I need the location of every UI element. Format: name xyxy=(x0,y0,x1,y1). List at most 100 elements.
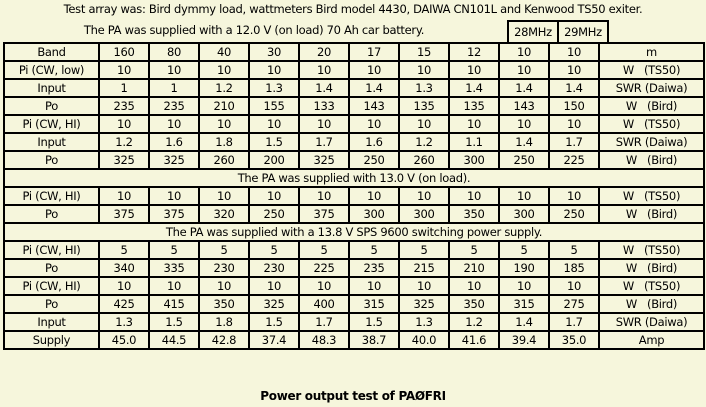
cell-value: 325 xyxy=(298,150,350,170)
row-label: Pi (CW, HI) xyxy=(3,276,100,296)
cell-value: 10 xyxy=(248,60,300,80)
cell-value: 80 xyxy=(148,42,200,62)
table-row: Input 1.2 1.6 1.8 1.5 1.7 1.6 1.2 1.1 1.4 1.7 SWR (… xyxy=(3,132,705,152)
cell-value: 10 xyxy=(298,60,350,80)
table-row: Pi (CW, HI) 5 5 5 5 5 5 5 5 5 5 W (TS50) xyxy=(3,240,705,260)
cell-value: 15 xyxy=(398,42,450,62)
cell-value: 1.4 xyxy=(298,78,350,98)
cell-value: 1.4 xyxy=(348,78,400,98)
table-row: Pi (CW, HI) 10 10 10 10 10 10 10 10 10 10 W (TS50) xyxy=(3,114,705,134)
cell-value: 10 xyxy=(498,42,550,62)
cell-value: 10 xyxy=(448,276,500,296)
cell-value: 10 xyxy=(298,186,350,206)
row-unit: SWR (Daiwa) xyxy=(598,132,705,152)
cell-value: 10 xyxy=(248,186,300,206)
cell-value: 340 xyxy=(98,258,150,278)
table-row: Po 325 325 260 200 325 250 260 300 250 225 W (Bird) xyxy=(3,150,705,170)
row-unit: Amp xyxy=(598,330,705,350)
cell-value: 10 xyxy=(498,186,550,206)
table-row: Input 1.3 1.5 1.8 1.5 1.7 1.5 1.3 1.2 1.4 1.7 SWR (… xyxy=(3,312,705,332)
cell-value: 5 xyxy=(98,240,150,260)
row-unit: W (Bird) xyxy=(598,258,705,278)
cell-value: 1.5 xyxy=(348,312,400,332)
freq-28mhz-label: 28MHz xyxy=(507,20,559,42)
cell-value: 225 xyxy=(298,258,350,278)
row-unit: SWR (Daiwa) xyxy=(598,312,705,332)
cell-value: 375 xyxy=(298,204,350,224)
cell-value: 20 xyxy=(298,42,350,62)
row-label: Input xyxy=(3,132,100,152)
cell-value: 10 xyxy=(98,186,150,206)
cell-value: 185 xyxy=(548,258,600,278)
section-note: The PA was supplied with 13.0 V (on load… xyxy=(3,168,705,188)
cell-value: 10 xyxy=(448,60,500,80)
row-unit: W (TS50) xyxy=(598,60,705,80)
cell-value: 10 xyxy=(548,276,600,296)
cell-value: 10 xyxy=(98,114,150,134)
cell-value: 275 xyxy=(548,294,600,314)
cell-value: 1.4 xyxy=(498,132,550,152)
cell-value: 5 xyxy=(398,240,450,260)
cell-value: 1.3 xyxy=(98,312,150,332)
row-label: Po xyxy=(3,294,100,314)
cell-value: 1.5 xyxy=(248,312,300,332)
cell-value: 335 xyxy=(148,258,200,278)
cell-value: 400 xyxy=(298,294,350,314)
cell-value: 300 xyxy=(398,204,450,224)
cell-value: 133 xyxy=(298,96,350,116)
cell-value: 41.6 xyxy=(448,330,500,350)
cell-value: 10 xyxy=(98,60,150,80)
cell-value: 10 xyxy=(348,186,400,206)
row-unit: W (TS50) xyxy=(598,186,705,206)
cell-value: 5 xyxy=(548,240,600,260)
cell-value: 155 xyxy=(248,96,300,116)
table-caption: Power output test of PAØFRI xyxy=(260,389,446,403)
row-unit: W (TS50) xyxy=(598,276,705,296)
cell-value: 10 xyxy=(498,60,550,80)
cell-value: 300 xyxy=(498,204,550,224)
row-unit: W (TS50) xyxy=(598,240,705,260)
cell-value: 10 xyxy=(148,60,200,80)
cell-value: 10 xyxy=(548,114,600,134)
cell-value: 10 xyxy=(548,186,600,206)
cell-value: 235 xyxy=(98,96,150,116)
table-row: Band 160 80 40 30 20 17 15 12 10 10 m xyxy=(3,42,705,62)
cell-value: 10 xyxy=(548,42,600,62)
row-unit: W (TS50) xyxy=(598,114,705,134)
cell-value: 1.1 xyxy=(448,132,500,152)
cell-value: 235 xyxy=(148,96,200,116)
cell-value: 44.5 xyxy=(148,330,200,350)
cell-value: 10 xyxy=(448,114,500,134)
row-unit: W (Bird) xyxy=(598,294,705,314)
cell-value: 150 xyxy=(548,96,600,116)
cell-value: 1.7 xyxy=(298,132,350,152)
cell-value: 143 xyxy=(348,96,400,116)
row-label: Pi (CW, low) xyxy=(3,60,100,80)
cell-value: 1 xyxy=(148,78,200,98)
cell-value: 30 xyxy=(248,42,300,62)
cell-value: 40 xyxy=(198,42,250,62)
cell-value: 10 xyxy=(448,186,500,206)
cell-value: 10 xyxy=(198,114,250,134)
freq-29mhz-label: 29MHz xyxy=(557,20,609,42)
cell-value: 1.4 xyxy=(498,312,550,332)
cell-value: 10 xyxy=(398,186,450,206)
cell-value: 48.3 xyxy=(298,330,350,350)
row-label: Po xyxy=(3,150,100,170)
cell-value: 1.7 xyxy=(298,312,350,332)
cell-value: 250 xyxy=(498,150,550,170)
cell-value: 1.4 xyxy=(548,78,600,98)
cell-value: 1.2 xyxy=(448,312,500,332)
row-unit: SWR (Daiwa) xyxy=(598,78,705,98)
cell-value: 1.3 xyxy=(398,78,450,98)
row-label: Po xyxy=(3,96,100,116)
cell-value: 10 xyxy=(198,276,250,296)
cell-value: 10 xyxy=(498,276,550,296)
cell-value: 320 xyxy=(198,204,250,224)
cell-value: 10 xyxy=(348,60,400,80)
supply-description: The PA was supplied with a 12.0 V (on lo… xyxy=(83,23,425,37)
cell-value: 260 xyxy=(198,150,250,170)
cell-value: 375 xyxy=(98,204,150,224)
table-row: Po 375 375 320 250 375 300 300 350 300 250 W (Bird) xyxy=(3,204,705,224)
cell-value: 250 xyxy=(248,204,300,224)
